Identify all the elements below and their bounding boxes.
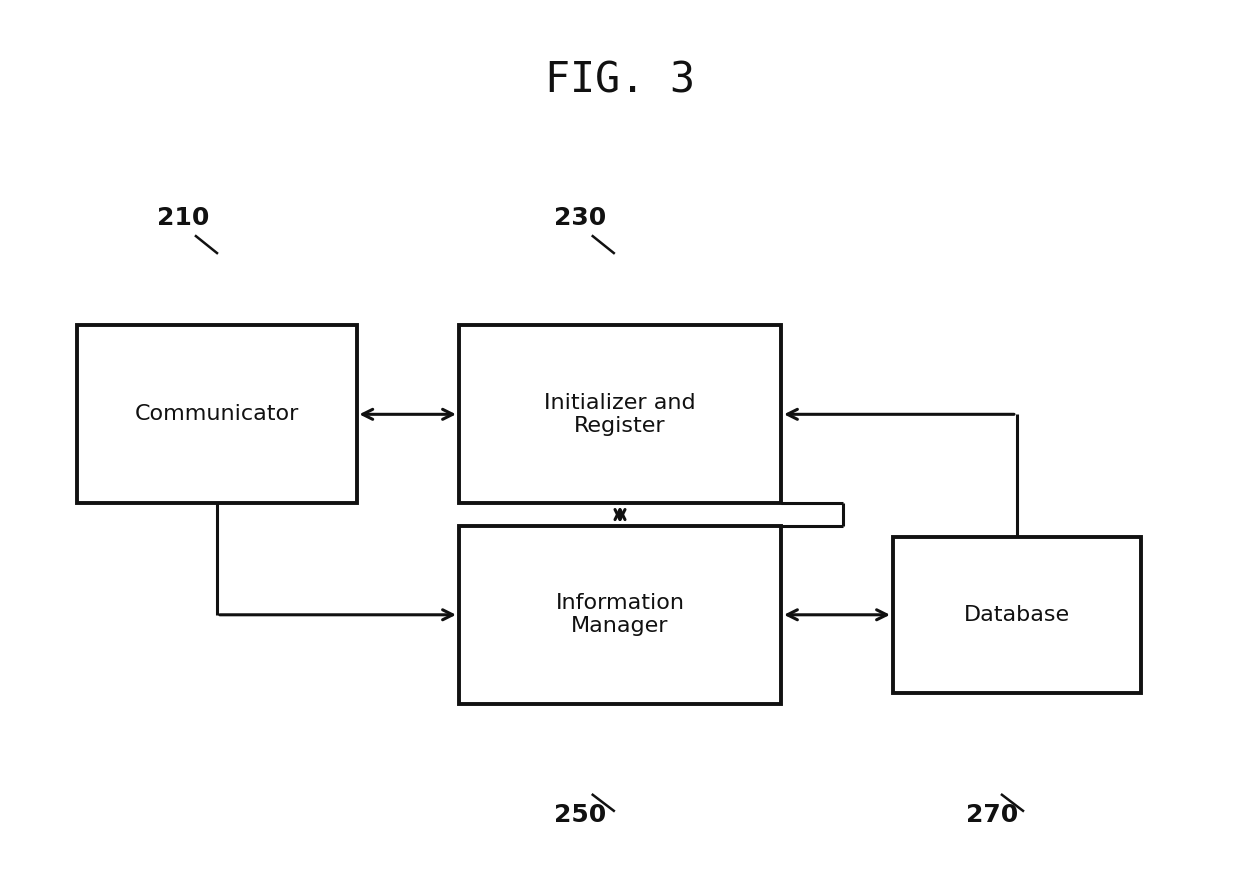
Text: Information
Manager: Information Manager [556,593,684,636]
Text: 230: 230 [554,207,606,230]
Text: Communicator: Communicator [135,405,299,424]
Bar [893,536,1141,693]
Bar [459,526,781,704]
Text: Initializer and
Register: Initializer and Register [544,393,696,436]
Text: 270: 270 [966,804,1018,827]
Text: 210: 210 [157,207,210,230]
Text: Database: Database [963,605,1070,625]
Text: 250: 250 [554,804,606,827]
Text: FIG. 3: FIG. 3 [546,59,694,102]
Bar [459,325,781,503]
Bar [77,325,357,503]
